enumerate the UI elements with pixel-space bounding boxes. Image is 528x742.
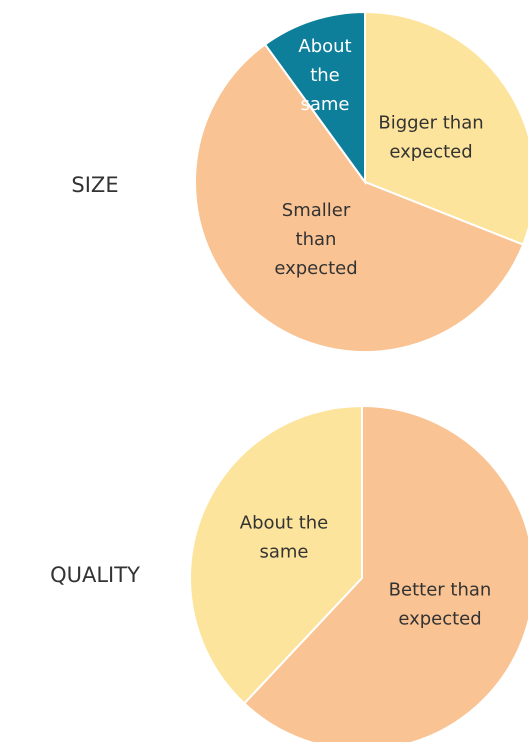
slice-label: Bigger than expected: [378, 113, 483, 163]
slice-label: About the same: [298, 36, 351, 115]
row-label: QUALITY: [50, 563, 140, 587]
pie-slice: [242, 404, 528, 742]
pie: [194, 10, 528, 354]
pie-slice: [364, 10, 528, 246]
slice-label: Smaller than expected: [274, 200, 357, 279]
pie-slice: [194, 43, 525, 354]
pie-slice: [189, 404, 363, 705]
pie: [189, 404, 528, 742]
pie-slice: [263, 10, 366, 186]
slice-label: Better than expected: [389, 580, 492, 630]
slice-label: About the same: [240, 513, 328, 563]
row-label: SIZE: [71, 173, 118, 197]
